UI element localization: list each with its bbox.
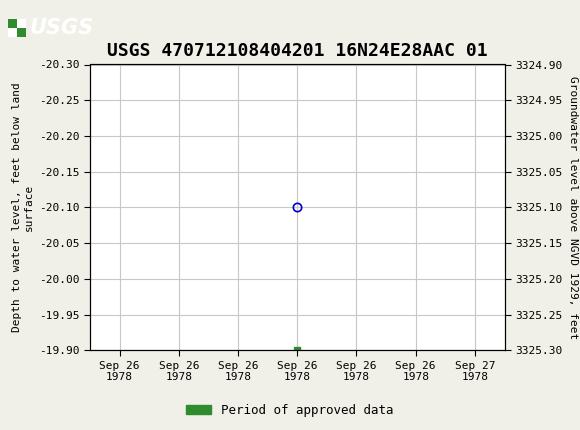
Title: USGS 470712108404201 16N24E28AAC 01: USGS 470712108404201 16N24E28AAC 01 [107,42,488,60]
Bar [17,19,26,28]
Legend: Period of approved data: Period of approved data [181,399,399,421]
Bar [17,28,26,37]
Bar [8,28,17,37]
Y-axis label: Groundwater level above NGVD 1929, feet: Groundwater level above NGVD 1929, feet [568,76,578,339]
Text: USGS: USGS [30,18,94,38]
Y-axis label: Depth to water level, feet below land
surface: Depth to water level, feet below land su… [12,83,34,332]
Bar [8,19,17,28]
